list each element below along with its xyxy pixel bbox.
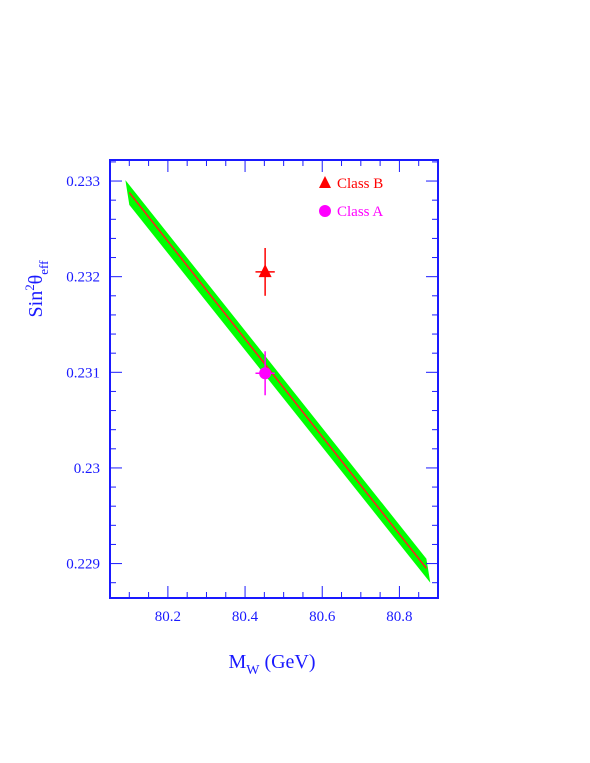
legend-label: Class B <box>337 176 383 192</box>
legend-marker-triangle <box>319 176 331 188</box>
prediction-band <box>125 180 431 583</box>
class-b-marker <box>258 264 272 278</box>
legend-item-class-a[interactable]: Class A <box>319 204 383 220</box>
band-center-line <box>128 192 428 569</box>
y-tick-label: 0.229 <box>66 557 100 573</box>
legend-item-class-b[interactable]: Class B <box>319 176 383 192</box>
x-tick-label: 80.6 <box>309 609 336 625</box>
plot-frame <box>109 159 439 599</box>
y-tick-label: 0.231 <box>66 365 100 381</box>
x-tick-label: 80.2 <box>155 609 181 625</box>
legend-label: Class A <box>337 204 383 220</box>
legend-marker-circle <box>319 205 331 217</box>
y-tick-label: 0.232 <box>66 270 100 286</box>
y-tick-label: 0.23 <box>74 461 100 477</box>
y-axis-title: Sin2θeff <box>22 260 51 318</box>
data-points <box>255 247 275 396</box>
x-tick-label: 80.8 <box>386 609 412 625</box>
axis-ticks: 80.2 80.4 80.6 80.8 0.229 0.23 0.231 0.232 0.233 <box>66 160 439 625</box>
y-tick-label: 0.233 <box>66 174 100 190</box>
class-a-marker <box>259 367 272 380</box>
legend[interactable]: Class B Class A <box>319 176 383 220</box>
x-tick-label: 80.4 <box>232 609 259 625</box>
x-axis-title: MW (GeV) <box>228 651 315 678</box>
